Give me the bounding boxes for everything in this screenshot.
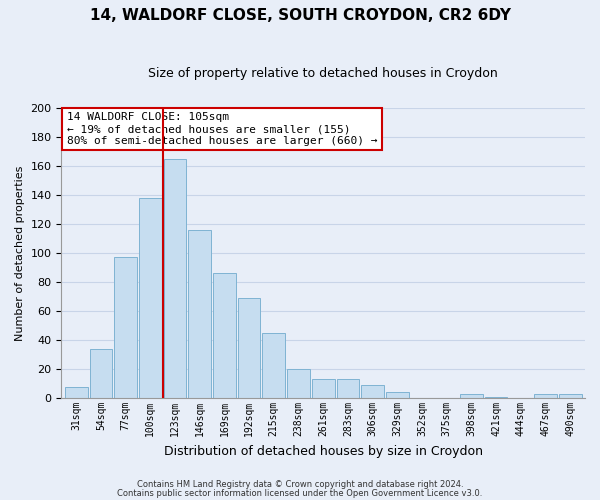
Y-axis label: Number of detached properties: Number of detached properties (15, 166, 25, 341)
Title: Size of property relative to detached houses in Croydon: Size of property relative to detached ho… (148, 68, 498, 80)
Text: Contains public sector information licensed under the Open Government Licence v3: Contains public sector information licen… (118, 489, 482, 498)
Bar (361, 385, 384, 398)
Bar (213, 274, 236, 398)
Bar (188, 230, 211, 398)
Text: 14 WALDORF CLOSE: 105sqm
← 19% of detached houses are smaller (155)
80% of semi-: 14 WALDORF CLOSE: 105sqm ← 19% of detach… (67, 112, 377, 146)
Bar (312, 380, 335, 398)
Bar (337, 380, 359, 398)
Text: Contains HM Land Registry data © Crown copyright and database right 2024.: Contains HM Land Registry data © Crown c… (137, 480, 463, 489)
Bar (114, 258, 137, 398)
X-axis label: Distribution of detached houses by size in Croydon: Distribution of detached houses by size … (164, 444, 483, 458)
Bar (89, 349, 112, 398)
Bar (238, 298, 260, 398)
Bar (559, 394, 581, 398)
Bar (287, 369, 310, 398)
Bar (460, 394, 483, 398)
Bar (164, 159, 187, 398)
Bar (262, 333, 285, 398)
Bar (386, 392, 409, 398)
Bar (485, 396, 508, 398)
Text: 14, WALDORF CLOSE, SOUTH CROYDON, CR2 6DY: 14, WALDORF CLOSE, SOUTH CROYDON, CR2 6D… (89, 8, 511, 22)
Bar (534, 394, 557, 398)
Bar (65, 386, 88, 398)
Bar (139, 198, 161, 398)
